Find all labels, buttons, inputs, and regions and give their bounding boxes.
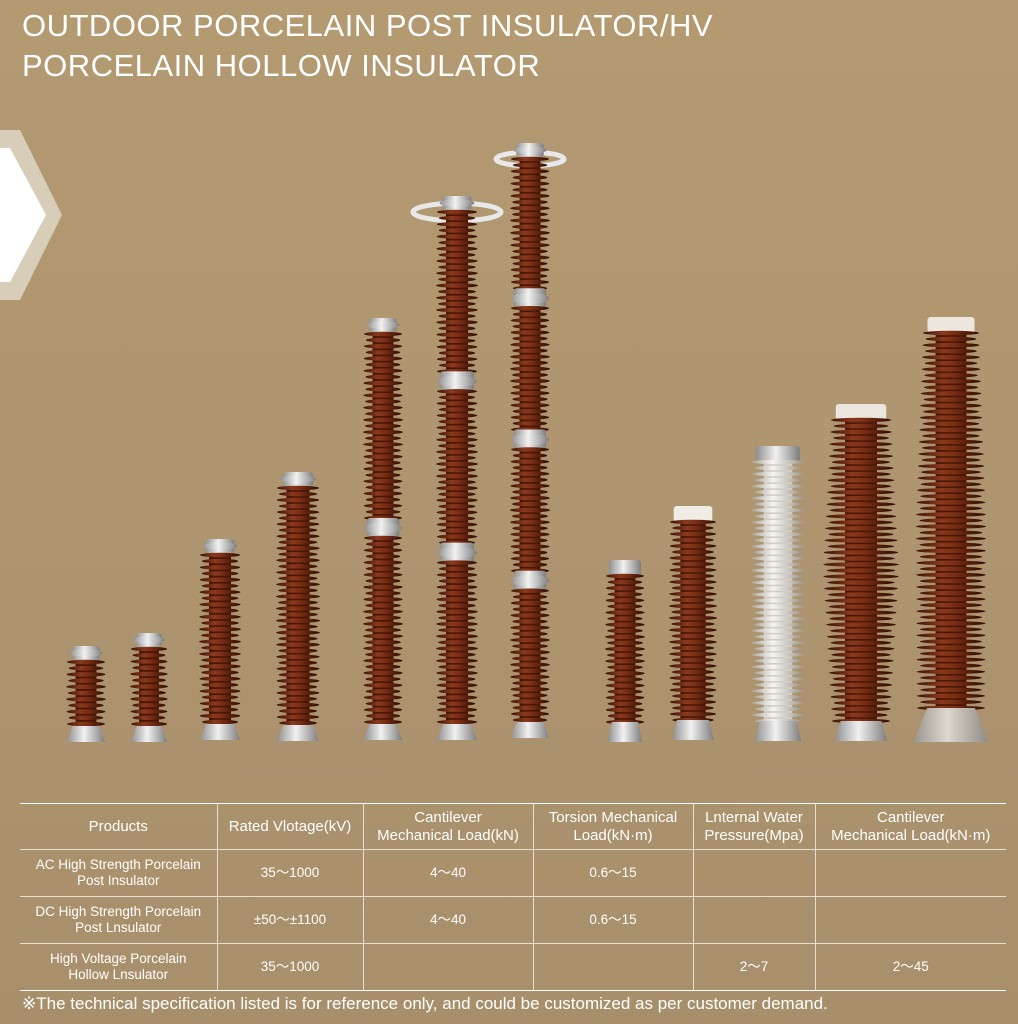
cell-product: AC High Strength Porcelain Post Insulator — [20, 849, 218, 897]
table-row: DC High Strength Porcelain Post Lnsulator… — [20, 896, 1006, 944]
cell-voltage: 35～1000 — [216, 849, 364, 897]
cell-torsion — [532, 943, 694, 991]
post-insulator — [199, 539, 241, 740]
cell-cantilever-kn: 4～40 — [362, 849, 534, 897]
header-torsion-load: Torsion Mechanical Load(kN·m) — [532, 803, 694, 850]
cell-cantilever-kn — [362, 943, 534, 991]
table-header-row: Products Rated Vlotage(kV) Cantilever Mec… — [20, 803, 1006, 850]
cell-torsion: 0.6～15 — [532, 849, 694, 897]
page-title: OUTDOOR PORCELAIN POST INSULATOR/HV PORC… — [22, 6, 713, 86]
cell-cantilever-kn: 4～40 — [362, 896, 534, 944]
header-products: Products — [20, 803, 218, 850]
header-cantilever-load-knm: Cantilever Mechanical Load(kN·m) — [814, 803, 1006, 850]
post-insulator — [363, 318, 403, 740]
cell-cantilever-knm — [814, 896, 1006, 944]
post-insulator — [493, 143, 567, 738]
table-row: AC High Strength Porcelain Post Insulator… — [20, 849, 1006, 897]
cell-product: High Voltage Porcelain Hollow Lnsulator — [20, 943, 218, 991]
specification-table: Products Rated Vlotage(kV) Cantilever Mec… — [20, 803, 1006, 991]
cell-water-pressure: 2～7 — [692, 943, 816, 991]
insulator-product-lineup — [66, 143, 989, 742]
cell-water-pressure — [692, 849, 816, 897]
cell-torsion: 0.6～15 — [532, 896, 694, 944]
cell-voltage: ±50～±1100 — [216, 896, 364, 944]
header-cantilever-load-kn: Cantilever Mechanical Load(kN) — [362, 803, 534, 850]
title-line-2: PORCELAIN HOLLOW INSULATOR — [22, 48, 541, 83]
post-insulator — [130, 633, 168, 742]
hollow-insulator — [605, 560, 645, 742]
header-water-pressure: Lnternal Water Pressure(Mpa) — [692, 803, 816, 850]
hollow-insulator — [751, 446, 805, 741]
cell-voltage: 35～1000 — [216, 943, 364, 991]
table-row: High Voltage Porcelain Hollow Lnsulator 3… — [20, 943, 1006, 991]
hollow-insulator — [913, 317, 989, 742]
hollow-insulator — [669, 506, 717, 740]
cell-cantilever-knm: 2～45 — [814, 943, 1006, 991]
header-rated-voltage: Rated Vlotage(kV) — [216, 803, 364, 850]
post-insulator — [410, 196, 504, 740]
cell-water-pressure — [692, 896, 816, 944]
chevron-arrow-icon — [0, 130, 62, 300]
title-line-1: OUTDOOR PORCELAIN POST INSULATOR/HV — [22, 8, 714, 43]
hollow-insulator — [823, 404, 899, 741]
post-insulator — [275, 472, 321, 741]
cell-product: DC High Strength Porcelain Post Lnsulator — [20, 896, 218, 944]
post-insulator — [66, 646, 106, 742]
footnote: ※The technical specification listed is f… — [22, 994, 828, 1013]
cell-cantilever-knm — [814, 849, 1006, 897]
